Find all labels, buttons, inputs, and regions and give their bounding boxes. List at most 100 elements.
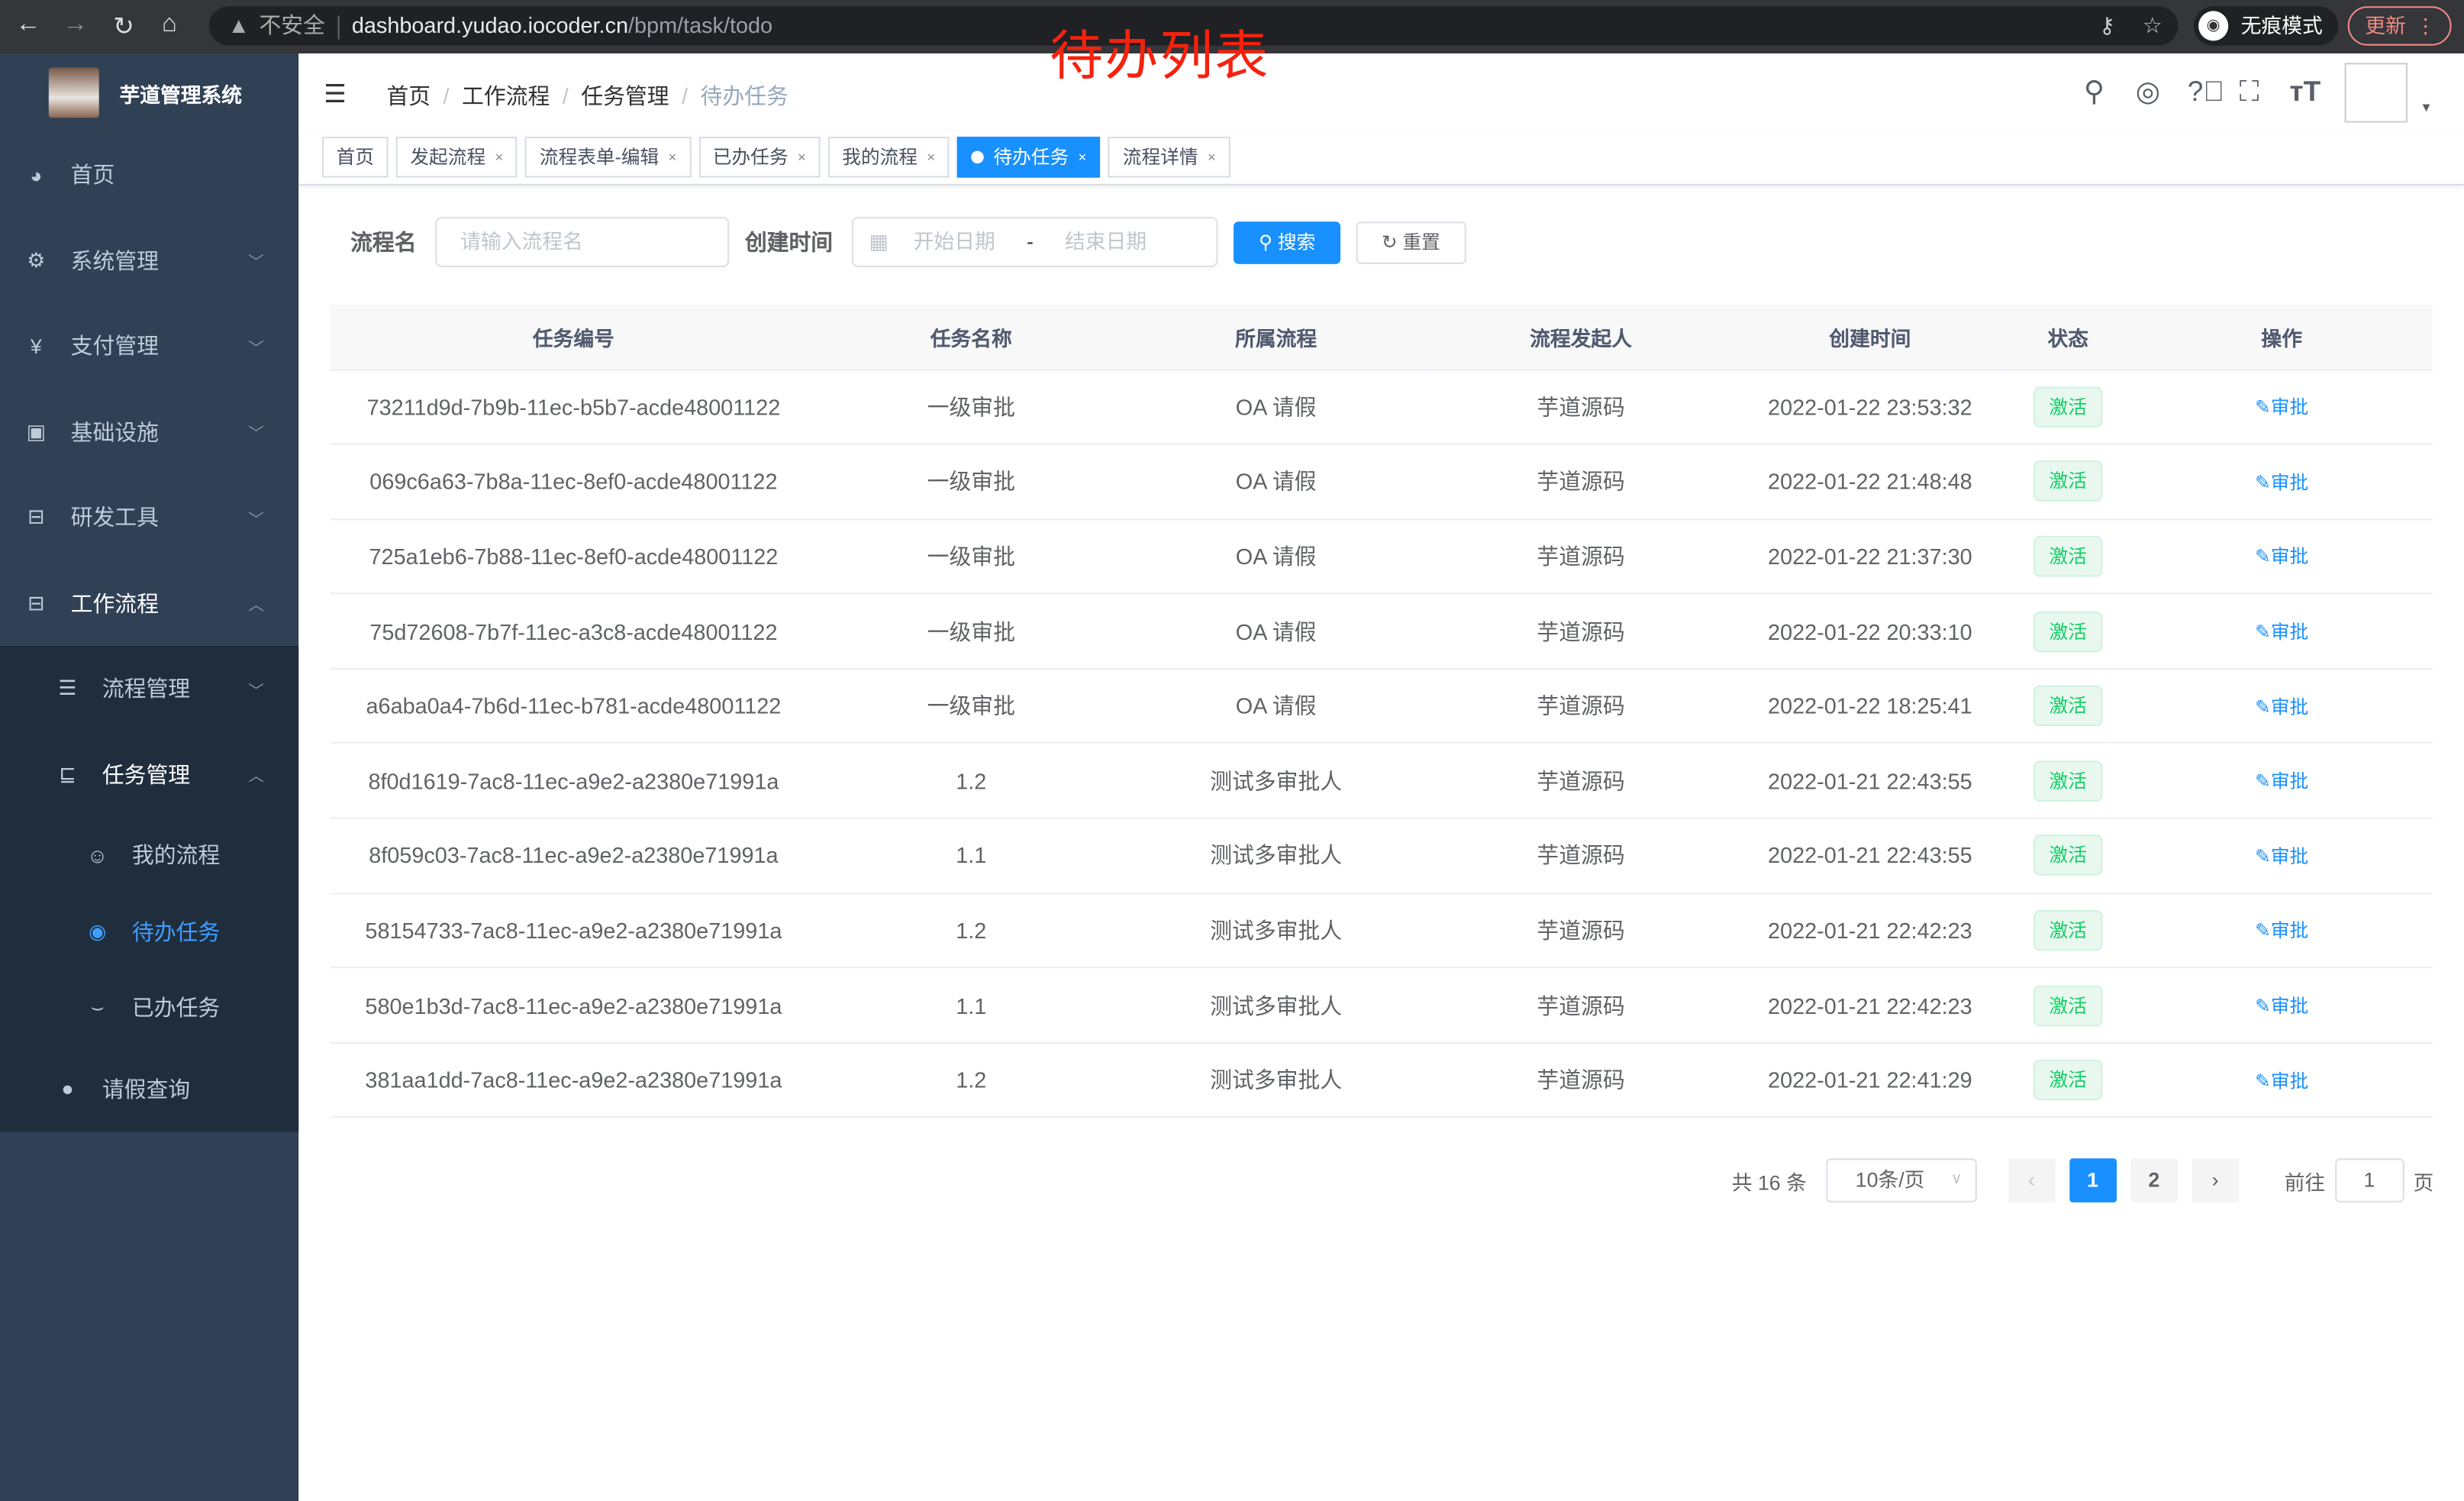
address-bar[interactable]: ▲ 不安全 dashboard.yudao.iocoder.cn/bpm/task/… (208, 6, 2179, 46)
reload-icon[interactable]: ↻ (113, 14, 134, 41)
sidebar-item-done[interactable]: ⌣ 已办任务 (0, 970, 298, 1046)
approve-button[interactable]: ✎审批 (2255, 396, 2308, 418)
help-icon[interactable]: ?⃝ (2187, 75, 2225, 107)
incognito-badge[interactable]: ◉ 无痕模式 (2193, 6, 2339, 46)
fullscreen-icon[interactable]: ⛶ (2239, 75, 2259, 107)
next-page-button[interactable]: › (2191, 1158, 2240, 1202)
table-row: 8f059c03-7ac8-11ec-a9e2-a2380e71991a 1.1 测… (330, 818, 2433, 894)
approve-button[interactable]: ✎审批 (2255, 995, 2308, 1017)
process-name-input[interactable]: 请输入流程名 (435, 217, 730, 267)
avatar[interactable] (2344, 63, 2408, 123)
placeholder: 请输入流程名 (460, 229, 583, 253)
sidebar-item-task-manage[interactable]: ⊑ 任务管理 ︿ (0, 731, 298, 817)
sidebar-item-devtools[interactable]: ⊟ 研发工具 ﹀ (0, 475, 298, 560)
table-cell: ✎审批 (2130, 369, 2433, 445)
close-icon[interactable]: × (927, 149, 936, 166)
approve-button[interactable]: ✎审批 (2255, 546, 2308, 568)
sidebar-item-pay[interactable]: ¥ 支付管理 ﹀ (0, 303, 298, 389)
back-icon[interactable]: ← (15, 11, 41, 38)
sidebar-item-my-process[interactable]: ☺ 我的流程 (0, 818, 298, 894)
table-cell: 激活 (2004, 369, 2131, 445)
table-cell: 测试多审批人 (1125, 1042, 1427, 1118)
approve-label: 审批 (2270, 1070, 2309, 1093)
forward-icon[interactable]: → (63, 11, 89, 38)
table-cell: 2022-01-22 20:33:10 (1734, 593, 2005, 670)
date-range-picker[interactable]: ▦ 开始日期 - 结束日期 (851, 217, 1218, 267)
breadcrumb-item[interactable]: 首页 (386, 83, 431, 109)
status-badge: 激活 (2033, 909, 2103, 951)
table-cell: 芋道源码 (1427, 818, 1735, 894)
page-size-select[interactable]: 10条/页 ∨ (1825, 1158, 1977, 1202)
github-icon[interactable]: ◎ (2135, 75, 2161, 107)
close-icon[interactable]: × (495, 149, 504, 166)
home-icon[interactable]: ⌂ (162, 11, 177, 38)
tab-todo-tasks[interactable]: 待办任务 × (957, 137, 1101, 178)
page-1-button[interactable]: 1 (2069, 1158, 2117, 1202)
close-icon[interactable]: × (1207, 149, 1216, 166)
chevron-down-icon: ﹀ (248, 426, 264, 444)
update-button[interactable]: 更新 ⋮ (2347, 6, 2452, 46)
caret-down-icon[interactable]: ▼ (2420, 100, 2433, 115)
workflow-submenu: ☰ 流程管理 ﹀ ⊑ 任务管理 ︿ ☺ 我的流程 ◉ 待办任务 ⌣ 已办任务 ● 请假查询 (0, 646, 299, 1132)
close-icon[interactable]: × (668, 149, 677, 166)
eye-icon: ◉ (88, 918, 107, 943)
tab-done-tasks[interactable]: 已办任务 × (698, 137, 821, 178)
task-table: 任务编号 任务名称 所属流程 流程发起人 创建时间 状态 操作 73211d9d-7b9b-… (330, 305, 2433, 1118)
prev-page-button[interactable]: ‹ (2008, 1158, 2056, 1202)
sidebar-item-system[interactable]: ⚙ 系统管理 ﹀ (0, 218, 298, 303)
edit-icon: ✎ (2255, 696, 2271, 718)
approve-button[interactable]: ✎审批 (2255, 471, 2308, 493)
sidebar-item-label: 已办任务 (131, 995, 221, 1021)
table-cell: 2022-01-22 21:37:30 (1734, 518, 2005, 595)
table-cell: 芋道源码 (1427, 593, 1735, 670)
table-cell: 芋道源码 (1427, 1042, 1735, 1118)
star-icon[interactable]: ☆ (2142, 12, 2162, 38)
sidebar-item-infra[interactable]: ▣ 基础设施 ﹀ (0, 389, 298, 475)
reset-button[interactable]: ↻ 重置 (1356, 221, 1466, 263)
page-2-button[interactable]: 2 (2130, 1158, 2178, 1202)
approve-button[interactable]: ✎审批 (2255, 920, 2308, 942)
search-button[interactable]: ⚲ 搜索 (1234, 221, 1341, 263)
tab-process-detail[interactable]: 流程详情 × (1108, 137, 1230, 178)
edit-icon: ✎ (2255, 621, 2271, 644)
chevron-down-icon: ﹀ (248, 255, 264, 273)
hamburger-icon[interactable]: ☰ (324, 82, 347, 109)
approve-button[interactable]: ✎审批 (2255, 770, 2308, 792)
sidebar-item-leave[interactable]: ● 请假查询 (0, 1046, 298, 1131)
breadcrumb-item[interactable]: 任务管理 (581, 83, 669, 109)
goto-page-input[interactable]: 1 (2334, 1158, 2404, 1202)
table-cell: 激活 (2004, 967, 2131, 1044)
edit-icon: ✎ (2255, 995, 2271, 1018)
tab-start-process[interactable]: 发起流程 × (395, 137, 518, 178)
sidebar-item-process-manage[interactable]: ☰ 流程管理 ﹀ (0, 646, 298, 731)
sidebar-item-todo[interactable]: ◉ 待办任务 (0, 893, 298, 970)
close-icon[interactable]: × (1078, 149, 1087, 166)
search-icon[interactable]: ⚲ (2083, 75, 2104, 107)
table-cell: 2022-01-22 23:53:32 (1734, 369, 2005, 445)
table-cell: 芋道源码 (1427, 444, 1735, 520)
table-row: 75d72608-7b7f-11ec-a3c8-acde48001122 一级审批… (330, 593, 2433, 670)
logo[interactable]: 芋道管理系统 (0, 53, 298, 132)
logo-image (48, 67, 99, 118)
close-icon[interactable]: × (797, 149, 806, 166)
font-size-icon[interactable]: ᴛT (2289, 75, 2321, 107)
tab-my-process[interactable]: 我的流程 × (827, 137, 950, 178)
approve-label: 审批 (2270, 995, 2309, 1018)
sidebar-item-workflow[interactable]: ⊟ 工作流程 ︿ (0, 560, 298, 646)
approve-button[interactable]: ✎审批 (2255, 1070, 2308, 1092)
approve-button[interactable]: ✎审批 (2255, 696, 2308, 718)
approve-button[interactable]: ✎审批 (2255, 621, 2308, 643)
status-badge: 激活 (2033, 535, 2103, 577)
edit-icon: ✎ (2255, 471, 2271, 494)
key-icon[interactable]: ⚷ (2098, 12, 2116, 38)
table-cell: 75d72608-7b7f-11ec-a3c8-acde48001122 (330, 593, 818, 670)
sidebar-item-home[interactable]: ◕ 首页 (0, 132, 298, 218)
table-row: 725a1eb6-7b88-11ec-8ef0-acde48001122 一级审批… (330, 518, 2433, 595)
table-cell: 激活 (2004, 743, 2131, 819)
table-cell: 8f059c03-7ac8-11ec-a9e2-a2380e71991a (330, 818, 818, 894)
approve-button[interactable]: ✎审批 (2255, 845, 2308, 867)
tab-home[interactable]: 首页 (322, 137, 389, 178)
tab-form-edit[interactable]: 流程表单-编辑 × (525, 137, 691, 178)
breadcrumb-item[interactable]: 工作流程 (462, 83, 550, 109)
toolbox-icon: ⊟ (27, 505, 45, 529)
